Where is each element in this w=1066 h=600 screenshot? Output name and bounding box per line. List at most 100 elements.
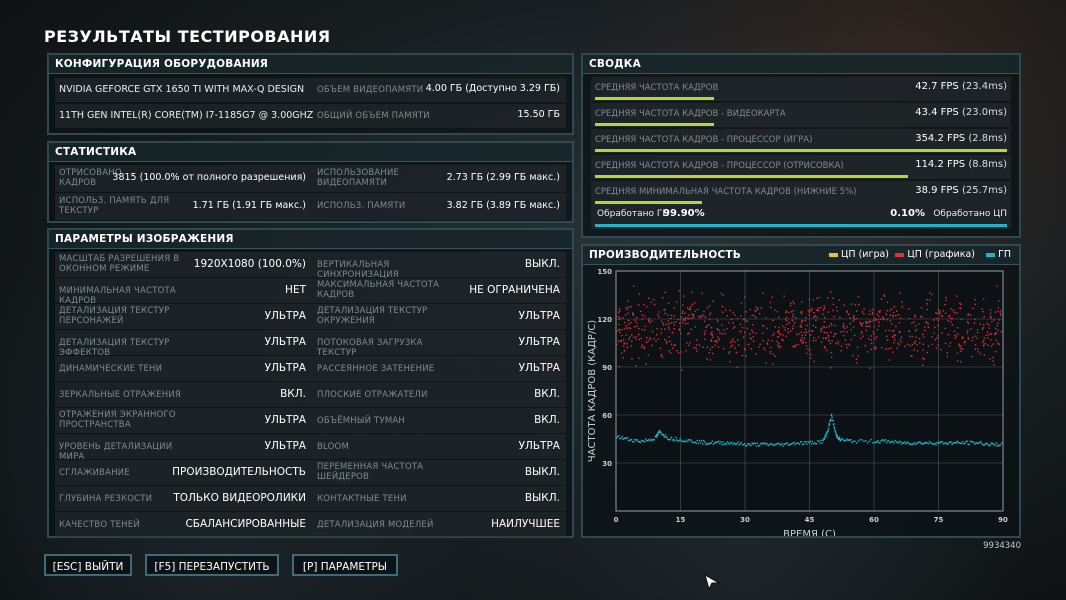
gpu-point: [740, 441, 743, 444]
cpu-graphics-point: [668, 326, 670, 328]
exit-button[interactable]: [ESC] ВЫЙТИ: [44, 554, 132, 576]
cpu-graphics-point: [820, 341, 823, 343]
cpu-graphics-point: [836, 310, 839, 312]
cpu-graphics-point: [908, 317, 911, 320]
legend-gpu: ГП: [986, 249, 1011, 260]
cpu-graphics-point: [777, 335, 779, 338]
cpu-graphics-point: [805, 341, 807, 344]
cpu-graphics-point: [751, 314, 753, 317]
cpu-graphics-point: [865, 325, 867, 327]
cpu-graphics-point: [752, 336, 754, 338]
cpu-graphics-point: [893, 311, 895, 314]
gpu-point: [980, 441, 982, 443]
gpu-point: [780, 444, 782, 446]
cpu-graphics-point: [706, 346, 709, 348]
cpu-graphics-point: [662, 322, 664, 324]
cpu-graphics-point: [622, 357, 624, 359]
cpu-graphics-point: [869, 367, 871, 369]
cpu-graphics-point: [922, 349, 924, 351]
param-label: МАКСИМАЛЬНАЯ ЧАСТОТА КАДРОВ: [317, 280, 440, 300]
cpu-graphics-point: [788, 322, 791, 324]
gpu-point: [733, 442, 735, 444]
cpu-graphics-point: [831, 356, 833, 358]
param-value: УЛЬТРА: [518, 310, 560, 322]
cpu-graphics-point: [640, 337, 642, 340]
cpu-graphics-point: [667, 314, 669, 316]
cpu-graphics-point: [842, 330, 845, 333]
cpu-graphics-point: [850, 329, 852, 331]
cpu-graphics-point: [660, 320, 663, 323]
cpu-graphics-point: [929, 291, 931, 294]
legend-swatch: [895, 252, 905, 257]
gpu-point: [966, 440, 968, 442]
cpu-graphics-point: [648, 297, 650, 299]
cpu-graphics-point: [628, 338, 630, 340]
cpu-graphics-point: [630, 345, 632, 347]
cpu-graphics-point: [752, 331, 754, 333]
gpu-point: [807, 440, 809, 443]
gpu-point: [893, 442, 895, 444]
cpu-graphics-point: [889, 314, 892, 316]
x-tick-label: 15: [676, 516, 686, 524]
cpu-graphics-point: [944, 312, 947, 314]
cpu-graphics-point: [690, 328, 692, 330]
cpu-graphics-point: [790, 302, 792, 304]
cpu-graphics-point: [805, 352, 808, 355]
gpu-point: [737, 441, 739, 443]
cpu-graphics-point: [787, 328, 789, 330]
cpu-graphics-point: [816, 309, 818, 311]
cpu-graphics-point: [899, 317, 902, 320]
settings-button[interactable]: [P] ПАРАМЕТРЫ: [292, 554, 398, 576]
gpu-point: [694, 441, 696, 444]
gpu-point: [705, 443, 707, 446]
cpu-graphics-point: [812, 324, 815, 327]
vram-value: 4.00 ГБ (Доступно 3.29 ГБ): [425, 83, 560, 94]
param-value: 1920X1080 (100.0%): [193, 258, 306, 270]
gpu-point: [822, 439, 824, 442]
cpu-graphics-point: [973, 322, 976, 324]
cpu-graphics-point: [999, 312, 1002, 314]
cpu-graphics-point: [989, 358, 991, 360]
param-value: ВЫКЛ.: [524, 258, 560, 270]
cpu-graphics-point: [942, 310, 945, 312]
gpu-point: [646, 439, 648, 442]
cpu-graphics-point: [756, 308, 759, 311]
gpu-point: [890, 441, 892, 443]
cpu-graphics-point: [831, 324, 833, 326]
gpu-point: [766, 442, 768, 445]
cpu-graphics-point: [956, 327, 959, 329]
gpu-point: [715, 441, 718, 444]
cpu-graphics-point: [627, 323, 630, 325]
cpu-graphics-point: [689, 342, 691, 344]
cpu-graphics-point: [670, 343, 673, 346]
cpu-graphics-point: [688, 332, 690, 334]
restart-button[interactable]: [F5] ПЕРЕЗАПУСТИТЬ: [145, 554, 279, 576]
cpu-graphics-point: [826, 326, 828, 328]
cpu-graphics-point: [891, 330, 894, 333]
cpu-graphics-point: [982, 345, 985, 347]
cpu-graphics-point: [885, 313, 887, 316]
cpu-graphics-point: [648, 321, 651, 324]
stats-row-2: ИСПОЛЬЗ. ПАМЯТЬ ДЛЯ ТЕКСТУР 1.71 ГБ (1.9…: [55, 193, 566, 220]
gpu-point: [753, 442, 755, 445]
cpu-graphics-point: [716, 341, 718, 343]
fps-value: 114.2 FPS: [915, 159, 966, 170]
gpu-point: [839, 439, 841, 442]
summary-header: СВОДКА: [583, 55, 1019, 74]
cpu-graphics-point: [911, 335, 913, 338]
cpu-graphics-point: [660, 353, 663, 356]
gpu-point: [823, 437, 826, 439]
cpu-graphics-point: [846, 325, 848, 328]
cpu-name: 11TH GEN INTEL(R) CORE(TM) I7-1185G7 @ 3…: [59, 110, 314, 121]
cpu-graphics-point: [879, 309, 881, 312]
cpu-graphics-point: [967, 314, 969, 317]
param-label: СГЛАЖИВАНИЕ: [59, 468, 130, 478]
param-value: ВЫКЛ.: [524, 466, 560, 478]
cpu-graphics-point: [630, 322, 632, 324]
gpu-point: [847, 439, 849, 441]
gpu-point: [961, 442, 963, 445]
gpu-point: [719, 442, 721, 445]
cpu-graphics-point: [777, 345, 779, 347]
gpu-point: [815, 443, 818, 445]
y-tick-label: 120: [597, 316, 612, 324]
